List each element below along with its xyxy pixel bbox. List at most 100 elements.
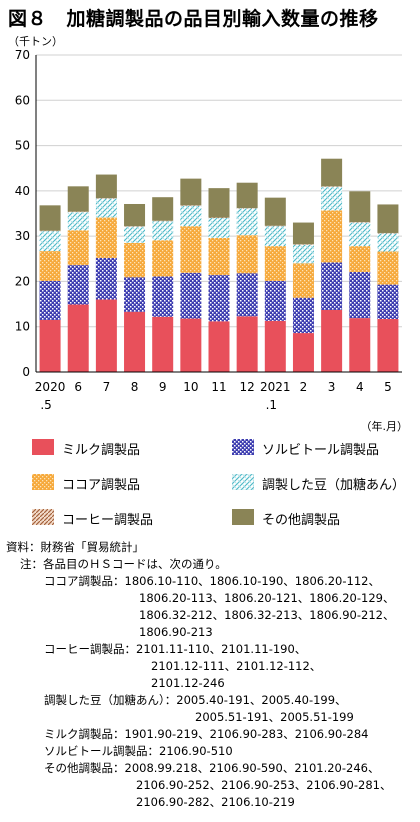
hs-cocoa-line: 1806.32-212、1806.32-213、1806.90-212、 (139, 608, 395, 622)
note-label: 注： (20, 557, 43, 571)
bar-other (39, 205, 61, 231)
bar-sorbitol (95, 257, 117, 300)
bar-beans (124, 226, 146, 243)
x-tick-label: 6 (74, 380, 82, 394)
y-tick-label: 10 (15, 320, 30, 334)
legend: ミルク調製品 ソルビトール調製品 ココア調製品 調製した豆（加糖あん） コーヒー… (0, 428, 420, 538)
bar-milk (236, 316, 258, 372)
y-tick-label: 40 (15, 184, 30, 198)
hs-sorbitol: ソルビトール調製品：2106.90-510 (6, 743, 416, 760)
bar-milk (377, 319, 399, 372)
hs-beans-line: 2005.40-191、2005.40-199、 (176, 693, 347, 707)
legend-label-other: その他調製品 (262, 513, 341, 528)
hs-beans-label: 調製した豆（加糖あん）： (44, 693, 177, 707)
y-tick-label: 30 (15, 229, 30, 243)
bar-milk (264, 320, 286, 372)
note-line: 注：各品目のＨＳコードは、次の通り。 (6, 556, 416, 573)
notes: 資料：財務省「貿易統計」 注：各品目のＨＳコードは、次の通り。 ココア調製品：1… (6, 539, 416, 811)
x-tick-sublabel: .5 (40, 398, 51, 412)
x-tick-sublabel: .1 (266, 398, 277, 412)
note-text: 各品目のＨＳコードは、次の通り。 (43, 557, 227, 571)
x-tick-label: 4 (356, 380, 364, 394)
hs-other-line: 2106.90-282、2106.10-219 (136, 795, 295, 809)
bar-beans (321, 186, 343, 211)
y-tick-label: 70 (15, 48, 30, 62)
hs-coffee-line: 2101.12-246 (151, 676, 225, 690)
bar-beans (349, 222, 371, 247)
source-text: 財務省「貿易統計」 (40, 540, 145, 554)
legend-label-cocoa: ココア調製品 (62, 478, 141, 493)
bar-sorbitol (124, 277, 146, 312)
bar-other (180, 178, 202, 206)
bar-sorbitol (152, 276, 174, 317)
bar-beans (377, 233, 399, 252)
hs-other-line: 2106.90-252、2106.90-253、2106.90-281、 (136, 778, 392, 792)
y-tick-label: 20 (15, 274, 30, 288)
hs-cocoa-line: 1806.10-110、1806.10-190、1806.20-112、 (124, 574, 380, 588)
bar-other (67, 186, 89, 212)
y-axis-unit: （千トン） (8, 35, 63, 48)
hs-beans: 調製した豆（加糖あん）：2005.40-191、2005.40-199、 (6, 692, 416, 709)
axes (35, 55, 402, 373)
bar-beans (152, 221, 174, 241)
legend-label-beans: 調製した豆（加糖あん） (262, 478, 406, 493)
bar-beans (236, 208, 258, 236)
bar-beans (95, 198, 117, 218)
bar-milk (321, 309, 343, 372)
bar-milk (292, 333, 314, 372)
hs-cocoa-line: 1806.20-113、1806.20-121、1806.20-129、 (139, 591, 395, 605)
bar-other (264, 197, 286, 226)
bar-milk (95, 299, 117, 372)
bar-cocoa (124, 242, 146, 278)
bar-cocoa (95, 217, 117, 258)
bar-sorbitol (321, 262, 343, 310)
y-tick-label: 0 (22, 365, 30, 379)
bars (39, 158, 399, 372)
bar-cocoa (67, 230, 89, 266)
bar-other (236, 182, 258, 209)
stacked-bar-chart: 0 10 20 30 40 50 60 70 2020 .5 6 7 8 9 10 11 12 2021 .1 2 3… (15, 48, 402, 412)
hs-other: その他調製品：2008.99.218、2106.90-590、2101.20-2… (6, 760, 416, 777)
bar-milk (39, 319, 61, 372)
hs-milk: ミルク調製品：1901.90-219、2106.90-283、2106.90-2… (6, 726, 416, 743)
bar-sorbitol (349, 271, 371, 319)
x-axis-unit: （年.月） (360, 420, 409, 433)
hs-cocoa: ココア調製品：1806.10-110、1806.10-190、1806.20-1… (6, 573, 416, 590)
x-tick-label: 12 (240, 380, 255, 394)
bar-cocoa (264, 246, 286, 281)
bar-milk (152, 316, 174, 372)
hs-coffee-line: 2101.12-111、2101.12-112、 (151, 659, 322, 673)
x-tick-label: 5 (384, 380, 392, 394)
legend-label-coffee: コーヒー調製品 (62, 513, 154, 528)
bar-sorbitol (236, 273, 258, 317)
legend-label-sorbitol: ソルビトール調製品 (262, 443, 380, 458)
hs-milk-label: ミルク調製品： (44, 727, 125, 741)
hs-sorbitol-label: ソルビトール調製品： (44, 744, 159, 758)
x-tick-label: 2020 (35, 380, 66, 394)
bar-beans (292, 244, 314, 264)
x-tick-label: 11 (211, 380, 226, 394)
x-tick-label: 2021 (260, 380, 291, 394)
bar-sorbitol (67, 265, 89, 305)
x-tick-label: 3 (328, 380, 336, 394)
hs-other-line: 2008.99.218、2106.90-590、2101.20-246、 (124, 761, 380, 775)
bar-beans (67, 212, 89, 231)
bar-cocoa (321, 210, 343, 263)
chart-title: 図８ 加糖調製品の品目別輸入数量の推移 (8, 8, 379, 30)
y-tick-labels: 0 10 20 30 40 50 60 70 (15, 48, 30, 379)
hs-cocoa-line: 1806.90-213 (139, 625, 213, 639)
bar-sorbitol (39, 280, 61, 320)
hs-coffee-line: 2101.11-110、2101.11-190、 (136, 642, 307, 656)
bar-sorbitol (180, 272, 202, 319)
bar-other (377, 204, 399, 233)
bar-other (152, 197, 174, 221)
hs-sorbitol-line: 2106.90-510 (159, 744, 233, 758)
bar-beans (208, 218, 230, 238)
hs-other-label: その他調製品： (44, 761, 125, 775)
bar-milk (67, 304, 89, 372)
bar-cocoa (39, 251, 61, 281)
bar-sorbitol (292, 297, 314, 334)
hs-coffee: コーヒー調製品：2101.11-110、2101.11-190、 (6, 641, 416, 658)
bar-other (321, 158, 343, 187)
bar-cocoa (377, 251, 399, 285)
